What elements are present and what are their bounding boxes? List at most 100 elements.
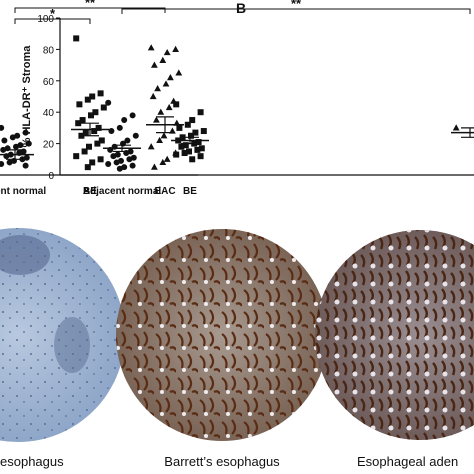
data-point xyxy=(132,132,139,139)
data-point xyxy=(124,137,131,144)
data-point xyxy=(176,124,183,131)
data-point xyxy=(95,124,102,131)
data-point xyxy=(156,136,163,144)
data-point xyxy=(129,112,136,119)
y-axis-label: % HLA-DR⁺ Stroma xyxy=(21,45,33,148)
data-point xyxy=(165,103,173,111)
data-point xyxy=(452,124,460,131)
data-point xyxy=(97,90,104,97)
data-point xyxy=(121,117,128,124)
x-tick-label: Adjacent normal xyxy=(83,186,162,197)
data-point xyxy=(82,129,89,136)
data-point xyxy=(189,156,196,163)
data-point xyxy=(75,120,82,127)
data-point xyxy=(195,139,202,146)
data-point xyxy=(167,74,174,81)
data-point xyxy=(192,129,199,136)
data-point xyxy=(92,109,99,116)
data-point xyxy=(197,153,204,160)
data-point xyxy=(198,145,205,152)
tissue-texture xyxy=(54,317,90,373)
data-point xyxy=(0,146,7,153)
data-point xyxy=(181,150,188,157)
data-point xyxy=(126,156,133,163)
data-point xyxy=(159,158,167,166)
data-point xyxy=(1,137,8,144)
data-point xyxy=(147,143,155,150)
data-point xyxy=(84,96,91,103)
data-point xyxy=(172,45,179,52)
data-point xyxy=(197,109,204,116)
data-point xyxy=(149,92,157,100)
x-tick-label: acent normal xyxy=(0,186,46,197)
data-point xyxy=(105,99,112,106)
data-point xyxy=(86,143,92,150)
data-point xyxy=(73,35,80,42)
data-point xyxy=(178,143,185,150)
data-point xyxy=(108,128,115,135)
data-point xyxy=(147,44,155,51)
data-point xyxy=(162,80,170,87)
data-point xyxy=(189,117,196,124)
data-point xyxy=(151,61,158,68)
significance-bracket xyxy=(121,8,471,14)
data-point xyxy=(88,112,94,119)
data-point xyxy=(200,128,207,135)
data-point xyxy=(175,69,183,76)
data-point xyxy=(105,161,112,168)
significance-label: ** xyxy=(291,0,302,11)
data-point xyxy=(97,156,104,163)
data-point xyxy=(81,148,88,155)
data-point xyxy=(100,104,107,111)
significance-label: * xyxy=(50,6,56,21)
x-tick-label: BE xyxy=(83,186,97,197)
data-point xyxy=(84,164,91,171)
data-point xyxy=(22,162,29,169)
data-point xyxy=(173,151,180,158)
data-point xyxy=(151,163,158,170)
data-point xyxy=(163,48,171,56)
data-point xyxy=(0,124,5,131)
tissue-images xyxy=(0,228,474,442)
tissue-texture xyxy=(0,235,50,275)
tissue-texture xyxy=(315,230,474,440)
y-tick-label: 0 xyxy=(48,171,54,182)
data-point xyxy=(186,148,192,155)
data-point xyxy=(13,143,19,150)
data-point xyxy=(129,162,136,169)
data-point xyxy=(79,117,86,124)
y-tick-label: 20 xyxy=(43,140,55,151)
data-point xyxy=(116,124,123,131)
data-point xyxy=(184,121,191,128)
y-tick-label: 40 xyxy=(43,108,55,119)
data-point xyxy=(173,101,180,108)
y-tick-label: 100 xyxy=(37,14,54,25)
data-point xyxy=(110,153,117,160)
data-point xyxy=(163,155,171,162)
data-point xyxy=(116,165,123,172)
significance-bracket xyxy=(14,18,91,24)
data-point xyxy=(91,128,98,135)
data-point xyxy=(98,137,105,144)
data-point xyxy=(94,140,101,147)
data-point xyxy=(113,159,120,166)
y-tick-label: 60 xyxy=(43,77,55,88)
data-point xyxy=(157,108,165,115)
data-point xyxy=(9,134,16,141)
panel-label: B xyxy=(236,0,246,16)
data-point xyxy=(76,101,83,108)
data-point xyxy=(188,132,194,139)
data-point xyxy=(194,146,201,153)
significance-bracket xyxy=(14,7,166,13)
data-point xyxy=(160,132,168,139)
image-caption: Esophageal aden xyxy=(357,454,458,469)
data-point xyxy=(25,140,32,147)
data-point xyxy=(153,116,160,123)
data-point xyxy=(182,142,189,149)
tissue-texture xyxy=(116,229,328,441)
data-point xyxy=(154,85,161,92)
image-caption: esophagus xyxy=(0,454,64,469)
x-tick-label: BE xyxy=(183,186,197,197)
data-point xyxy=(73,153,80,160)
